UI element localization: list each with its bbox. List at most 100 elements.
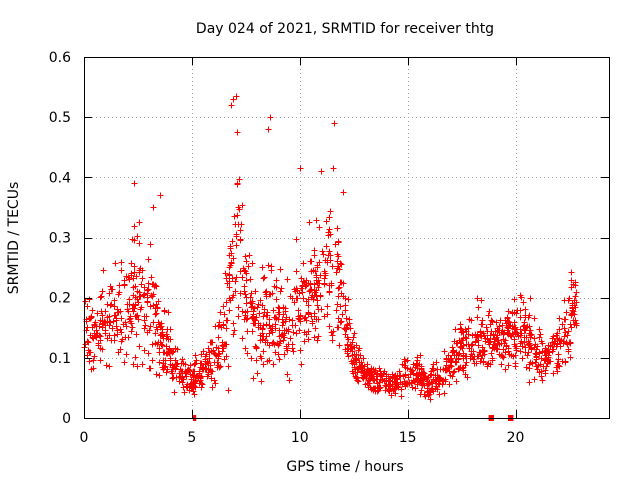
x-tick-label: 0: [80, 430, 89, 446]
data-point: [266, 330, 273, 337]
data-point: [520, 299, 527, 306]
data-point: [280, 304, 287, 311]
data-point: [168, 348, 175, 355]
data-point: [179, 356, 186, 363]
data-point: [249, 260, 256, 267]
data-point: [113, 323, 120, 330]
data-point: [487, 332, 494, 339]
data-point: [223, 325, 230, 332]
data-point: [226, 271, 233, 278]
data-point: [334, 251, 341, 258]
data-point: [480, 358, 487, 365]
data-point: [229, 238, 236, 245]
x-tick-label: 10: [291, 430, 309, 446]
data-point: [239, 335, 246, 342]
data-point: [553, 332, 560, 339]
data-point: [132, 283, 139, 290]
data-point: [483, 324, 490, 331]
data-point: [280, 337, 287, 344]
data-point: [463, 341, 470, 348]
data-point: [513, 329, 520, 336]
data-point: [293, 330, 300, 337]
data-point: [188, 380, 195, 387]
data-point: [412, 385, 419, 392]
data-point: [187, 371, 194, 378]
data-point: [139, 361, 146, 368]
data-point: [228, 102, 235, 109]
data-point: [418, 371, 425, 378]
data-point: [427, 396, 434, 403]
data-point: [356, 345, 363, 352]
data-point: [404, 357, 411, 364]
data-point: [190, 388, 197, 395]
data-point: [150, 319, 157, 326]
data-point: [337, 303, 344, 310]
data-point: [492, 328, 499, 335]
data-point: [141, 347, 148, 354]
data-point: [293, 236, 300, 243]
data-point: [205, 371, 212, 378]
data-point: [511, 319, 518, 326]
data-point: [562, 316, 569, 323]
data-point: [152, 330, 159, 337]
data-point: [145, 350, 152, 357]
data-point: [241, 267, 248, 274]
data-point: [565, 328, 572, 335]
data-point: [300, 295, 307, 302]
data-point: [306, 288, 313, 295]
data-point: [563, 309, 570, 316]
data-point: [112, 260, 119, 267]
data-point: [134, 363, 141, 370]
data-point: [568, 284, 575, 291]
data-point: [108, 286, 115, 293]
data-point: [191, 383, 198, 390]
data-point: [272, 321, 279, 328]
data-point: [528, 331, 535, 338]
data-point: [376, 385, 383, 392]
data-point: [138, 281, 145, 288]
data-point: [237, 227, 244, 234]
data-point: [243, 277, 250, 284]
data-point: [567, 354, 574, 361]
data-point: [533, 363, 540, 370]
data-point: [337, 279, 344, 286]
data-point: [362, 373, 369, 380]
data-point: [154, 305, 161, 312]
data-point: [150, 291, 157, 298]
data-point: [114, 331, 121, 338]
data-point: [227, 297, 234, 304]
data-point: [100, 267, 107, 274]
data-point: [329, 332, 336, 339]
data-point: [259, 264, 266, 271]
data-point: [116, 289, 123, 296]
data-point: [355, 365, 362, 372]
data-point: [470, 356, 477, 363]
data-point: [511, 309, 518, 316]
data-point: [272, 349, 279, 356]
data-point: [559, 358, 566, 365]
data-point: [305, 302, 312, 309]
data-point: [121, 281, 128, 288]
data-point: [469, 332, 476, 339]
data-point: [482, 335, 489, 342]
data-point: [432, 385, 439, 392]
data-point: [338, 290, 345, 297]
data-point: [161, 307, 168, 314]
data-point: [561, 297, 568, 304]
data-point: [561, 325, 568, 332]
data-point: [159, 342, 166, 349]
data-point: [455, 366, 462, 373]
data-point: [279, 322, 286, 329]
data-point: [276, 340, 283, 347]
data-point: [148, 274, 155, 281]
data-point: [135, 316, 142, 323]
data-point: [287, 335, 294, 342]
data-point: [447, 357, 454, 364]
data-point: [261, 274, 268, 281]
data-point: [273, 284, 280, 291]
data-point: [344, 348, 351, 355]
data-point: [448, 363, 455, 370]
data-point: [276, 327, 283, 334]
data-point: [302, 283, 309, 290]
data-point: [280, 311, 287, 318]
